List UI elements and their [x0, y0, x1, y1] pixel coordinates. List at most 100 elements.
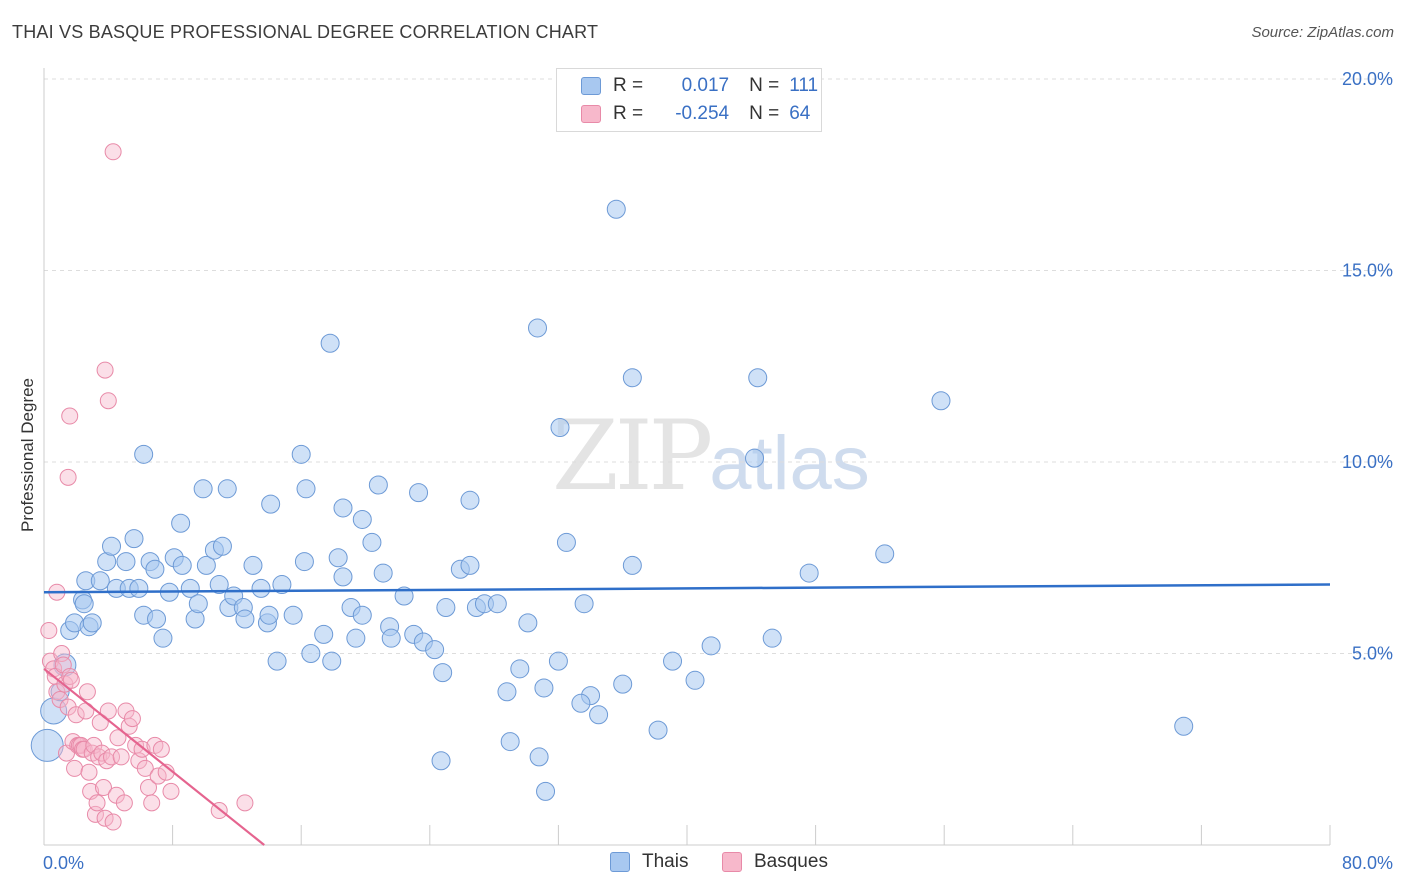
thai-point	[431, 751, 451, 771]
basque-point	[236, 794, 254, 812]
basque-point	[94, 779, 112, 797]
thai-point	[748, 368, 768, 388]
thai-point	[352, 509, 372, 529]
thai-point	[188, 594, 208, 614]
basque-point	[143, 794, 161, 812]
thai-point	[745, 448, 765, 468]
legend-r-label: R =	[613, 103, 644, 124]
legend-n-value: 64	[789, 103, 811, 124]
trend-lines	[43, 583, 1331, 846]
basque-point	[104, 143, 122, 161]
basque-point	[62, 671, 80, 689]
thai-point	[518, 613, 538, 633]
legend-n-value: 111	[789, 75, 819, 96]
thai-point	[497, 682, 517, 702]
thai-point	[196, 555, 216, 575]
thai-point	[217, 479, 237, 499]
thai-point	[685, 670, 705, 690]
thai-point	[30, 728, 64, 762]
thai-point	[409, 483, 429, 503]
thai-point	[294, 552, 314, 572]
thai-point	[574, 594, 594, 614]
legend-r-value: -0.254	[675, 103, 730, 124]
thai-point	[124, 529, 144, 549]
thai-point	[529, 747, 549, 767]
thai-point	[251, 578, 271, 598]
thai-point	[622, 368, 642, 388]
thai-point	[74, 594, 94, 614]
thai-point	[82, 613, 102, 633]
y-tick-label: 5.0%	[1352, 644, 1393, 664]
thai-point	[90, 571, 110, 591]
basque-point	[112, 748, 130, 766]
y-tick-label: 10.0%	[1342, 452, 1393, 472]
thai-point	[145, 559, 165, 579]
legend-basques-label: Basques	[754, 851, 828, 872]
thai-point	[931, 391, 951, 411]
thai-point	[663, 651, 683, 671]
basque-point	[59, 468, 77, 486]
thai-point	[622, 555, 642, 575]
tick-labels: 5.0% 10.0% 15.0% 20.0% 0.0% 80.0%	[43, 69, 1393, 873]
thai-trend-line	[43, 583, 1331, 594]
thai-point	[1174, 716, 1194, 736]
legend-item-basques[interactable]: Basques	[722, 851, 828, 873]
thai-point	[528, 318, 548, 338]
basque-point	[40, 622, 58, 640]
thai-point	[209, 575, 229, 595]
legend-thais-label: Thais	[642, 851, 689, 872]
thai-point	[571, 693, 591, 713]
legend-item-thais[interactable]: Thais	[610, 851, 688, 873]
thai-point	[762, 628, 782, 648]
thai-point	[272, 575, 292, 595]
legend-n-label: N =	[749, 103, 780, 124]
thai-point	[548, 651, 568, 671]
basque-point	[67, 706, 85, 724]
basque-point	[96, 809, 114, 827]
thai-point	[314, 624, 334, 644]
thai-point	[368, 475, 388, 495]
thai-point	[487, 594, 507, 614]
thai-point	[235, 609, 255, 629]
basque-point	[115, 794, 133, 812]
thai-point	[261, 494, 281, 514]
thai-point	[212, 536, 232, 556]
thai-point	[550, 418, 570, 438]
thai-point	[185, 609, 205, 629]
thai-point	[433, 663, 453, 683]
thai-point	[510, 659, 530, 679]
watermark-zip: ZIP	[552, 400, 713, 512]
legend-row-thais: R = 0.017 N = 111	[581, 73, 818, 99]
basque-points	[40, 143, 254, 831]
thai-point	[147, 609, 167, 629]
basque-point	[88, 794, 106, 812]
thai-point	[129, 578, 149, 598]
y-tick-label: 15.0%	[1342, 261, 1393, 281]
basque-point	[152, 740, 170, 758]
basque-point	[75, 740, 93, 758]
basque-point	[99, 392, 117, 410]
thai-point	[171, 513, 191, 533]
thai-point	[333, 498, 353, 518]
thai-point	[373, 563, 393, 583]
thai-point	[648, 720, 668, 740]
thai-point	[381, 628, 401, 648]
watermark: ZIPatlas	[552, 400, 870, 512]
legend-r-label: R =	[613, 75, 644, 96]
thai-point	[180, 578, 200, 598]
basque-point	[78, 683, 96, 701]
stats-legend: R = 0.017 N = 111 R = -0.254 N = 64	[556, 68, 822, 132]
thai-point	[243, 555, 263, 575]
thai-point	[193, 479, 213, 499]
basque-point	[149, 767, 167, 785]
thai-point	[799, 563, 819, 583]
thai-point	[436, 598, 456, 618]
basque-point	[61, 407, 79, 425]
axes	[43, 68, 1331, 846]
thai-point	[460, 490, 480, 510]
thai-point	[172, 555, 192, 575]
thai-point	[352, 605, 372, 625]
basque-point	[109, 729, 127, 747]
thai-point	[589, 705, 609, 725]
